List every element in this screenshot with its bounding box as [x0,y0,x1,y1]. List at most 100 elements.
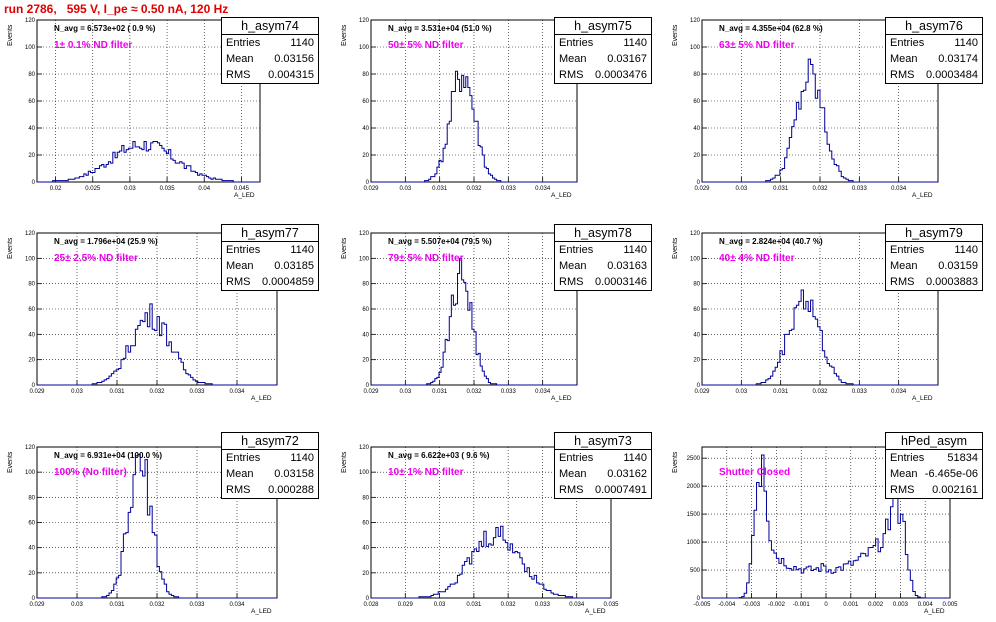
y-tick-label: 1500 [687,512,701,518]
y-tick-label: 80 [362,72,369,78]
histogram-name: h_asym78 [555,225,651,242]
x-tick-label: 0.035 [603,602,619,608]
stats-mean-value: 0.03159 [938,260,978,272]
y-tick-label: 120 [25,445,36,451]
stats-box: h_asym75 Entries 1140 Mean 0.03167 RMS 0.00034… [554,17,652,84]
filter-label: 40± 4% ND filter [719,253,795,264]
stats-mean-value: 0.03185 [274,260,314,272]
stats-rms-label: RMS [890,69,915,81]
histogram-bars [371,257,577,386]
y-tick-label: 60 [362,307,369,313]
filter-label: 1± 0.1% ND filter [54,40,133,51]
y-tick-label: 60 [693,307,700,313]
stats-row-entries: Entries 1140 [222,450,318,466]
y-tick-label: 20 [693,358,700,364]
histogram-name: hPed_asym [886,433,982,450]
histogram-name: h_asym73 [555,433,651,450]
stats-rms-label: RMS [226,276,251,288]
stats-box: h_asym77 Entries 1140 Mean 0.03185 RMS 0.00048… [221,224,319,291]
x-axis-label: A_LED [551,395,572,402]
stats-rms-label: RMS [890,484,915,496]
y-tick-label: 20 [693,153,700,159]
x-tick-label: 0.029 [398,602,414,608]
x-tick-label: 0.029 [694,186,710,192]
x-tick-label: 0.034 [229,602,245,608]
x-tick-label: 0.033 [189,602,205,608]
x-tick-label: 0.002 [868,602,884,608]
stats-box: h_asym78 Entries 1140 Mean 0.03163 RMS 0.00031… [554,224,652,291]
y-axis-label: Events [341,451,348,473]
stats-rms-value: 0.0003484 [926,69,978,81]
y-tick-label: 80 [28,282,35,288]
x-tick-label: 0.032 [149,602,165,608]
stats-entries-value: 1140 [954,244,978,256]
stats-mean-value: 0.03174 [938,53,978,65]
stats-row-rms: RMS 0.0003883 [886,274,982,290]
x-tick-label: 0.034 [569,602,585,608]
y-tick-label: 60 [28,99,35,105]
x-tick-label: 0.025 [85,186,101,192]
y-tick-label: 120 [690,18,701,24]
y-tick-label: 40 [28,126,35,132]
stats-row-mean: Mean 0.03162 [555,466,651,482]
x-tick-label: 0.03 [735,389,747,395]
x-tick-label: 0.03 [124,186,136,192]
stats-row-mean: Mean 0.03159 [886,258,982,274]
y-axis-label: Events [672,237,679,259]
y-tick-label: 80 [693,282,700,288]
x-tick-label: 0.045 [234,186,250,192]
y-tick-label: 80 [693,72,700,78]
histogram-bars [37,303,277,386]
stats-rms-value: 0.000288 [268,484,314,496]
y-tick-label: 80 [362,495,369,501]
x-tick-label: 0.03 [71,389,83,395]
y-tick-label: 0 [32,383,36,389]
stats-rms-label: RMS [559,484,584,496]
x-tick-label: 0.003 [893,602,909,608]
x-tick-label: 0.032 [149,389,165,395]
y-axis-label: Events [7,451,14,473]
stats-mean-value: 0.03156 [274,53,314,65]
stats-mean-value: -6.465e-06 [924,468,978,480]
x-tick-label: 0.02 [50,186,62,192]
y-tick-label: 80 [28,495,35,501]
y-tick-label: 20 [28,153,35,159]
stats-row-rms: RMS 0.0004859 [222,274,318,290]
x-tick-label: -0.004 [718,602,736,608]
y-tick-label: 80 [28,72,35,78]
y-tick-label: 120 [359,231,370,237]
navg-label: N_avg = 3.531e+04 (51.0 %) [388,24,492,33]
y-tick-label: 0 [697,383,701,389]
x-tick-label: 0.031 [773,186,789,192]
x-tick-label: -0.003 [743,602,761,608]
y-tick-label: 500 [690,568,701,574]
x-tick-label: 0.031 [109,389,125,395]
histogram-bars [37,141,260,183]
stats-row-entries: Entries 1140 [886,242,982,258]
stats-row-mean: Mean -6.465e-06 [886,466,982,482]
y-tick-label: 100 [359,470,370,476]
filter-label: 63± 5% ND filter [719,40,795,51]
stats-mean-label: Mean [226,468,254,480]
y-tick-label: 60 [362,99,369,105]
y-tick-label: 100 [25,470,36,476]
stats-rms-value: 0.0003883 [926,276,978,288]
navg-label: N_avg = 6.931e+04 (100.0 %) [54,451,163,460]
y-axis-label: Events [341,24,348,46]
y-tick-label: 100 [690,256,701,262]
y-tick-label: 120 [359,445,370,451]
stats-entries-label: Entries [890,244,925,256]
y-tick-label: 20 [28,358,35,364]
stats-row-mean: Mean 0.03185 [222,258,318,274]
stats-entries-label: Entries [559,452,594,464]
y-axis-label: Events [672,451,679,473]
y-tick-label: 20 [28,571,35,577]
stats-mean-label: Mean [890,260,918,272]
y-axis-label: Events [341,237,348,259]
stats-mean-label: Mean [559,260,587,272]
stats-entries-value: 1140 [290,244,314,256]
stats-entries-value: 1140 [290,37,314,49]
histogram-bars [37,454,277,599]
y-tick-label: 0 [32,596,36,602]
stats-entries-label: Entries [559,244,594,256]
